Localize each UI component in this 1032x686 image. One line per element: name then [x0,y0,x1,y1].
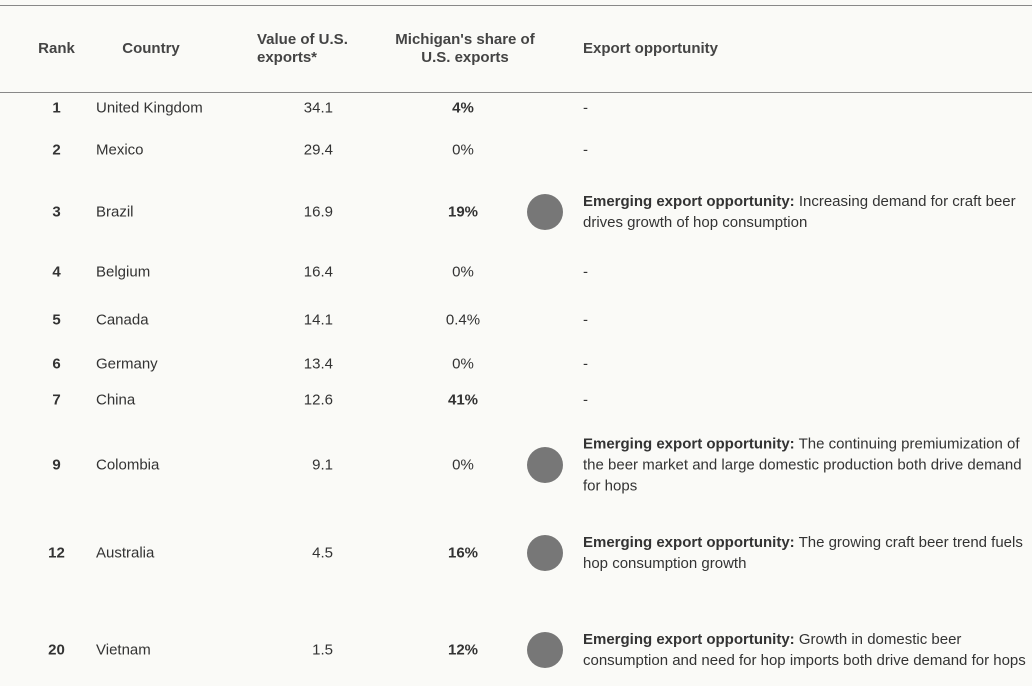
michigan-share: 0% [452,355,474,373]
rank: 6 [52,355,61,373]
rank: 9 [52,456,61,474]
opportunity-dot [527,632,563,668]
michigan-share: 0% [452,263,474,281]
country: Canada [96,311,149,329]
opportunity-label: Emerging export opportunity: [583,631,795,648]
michigan-share: 12% [447,641,479,659]
country: Mexico [96,141,144,159]
opportunity: Emerging export opportunity: Increasing … [583,191,1028,233]
export-value: 9.1 [312,456,333,474]
opportunity-text: Increasing demand for craft beer drives … [583,193,1016,231]
country: Germany [96,355,158,373]
opportunity-label: Emerging export opportunity: [583,534,795,551]
opportunity: - [583,311,588,329]
opportunity: Emerging export opportunity: The continu… [583,434,1028,497]
opportunity-text: The continuing premiumization of the bee… [583,435,1022,495]
opportunity-dot [527,194,563,230]
country: Brazil [96,203,134,221]
rank: 12 [48,544,65,562]
export-value: 16.9 [303,203,333,221]
michigan-share: 16% [447,544,479,562]
header-rule [0,92,1032,93]
header-cell: Rank [38,40,75,57]
opportunity: - [583,141,588,159]
header-cell: Country [122,40,180,57]
header-cell: Value of U.S. exports* [257,31,348,66]
opportunity: Emerging export opportunity: Growth in d… [583,629,1028,671]
country: United Kingdom [96,99,203,117]
opportunity: - [583,99,588,117]
rank: 3 [52,203,61,221]
opportunity: - [583,391,588,409]
export-value: 34.1 [303,99,333,117]
opportunity: Emerging export opportunity: The growing… [583,532,1028,574]
export-value: 4.5 [312,544,333,562]
country: Belgium [96,263,151,281]
top-rule [0,5,1032,6]
rank: 5 [52,311,61,329]
country: Colombia [96,456,160,474]
export-value: 14.1 [303,311,333,329]
country: Australia [96,544,155,562]
opportunity-dot [527,535,563,571]
opportunity-dot [527,447,563,483]
michigan-share: 0.4% [445,311,481,329]
header-cell: Export opportunity [583,40,718,57]
michigan-share: 4% [452,99,474,117]
opportunity: - [583,355,588,373]
michigan-share: 19% [447,203,479,221]
export-value: 29.4 [303,141,333,159]
rank: 7 [52,391,61,409]
opportunity-label: Emerging export opportunity: [583,435,795,453]
export-value: 13.4 [303,355,333,373]
rank: 1 [52,99,61,117]
opportunity-label: Emerging export opportunity: [583,193,795,210]
rank: 2 [52,141,61,159]
export-value: 16.4 [303,263,333,281]
michigan-share: 0% [452,456,474,474]
rank: 20 [48,641,65,659]
opportunity-text: The growing craft beer trend fuels hop c… [583,534,1023,572]
header-cell: Michigan's share of U.S. exports [395,31,535,66]
country: Vietnam [96,641,151,659]
opportunity-text: Growth in domestic beer consumption and … [583,631,1026,669]
michigan-share: 0% [452,141,474,159]
rank: 4 [52,263,61,281]
export-value: 12.6 [303,391,333,409]
opportunity: - [583,263,588,281]
export-value: 1.5 [312,641,333,659]
michigan-share: 41% [447,391,479,409]
country: China [96,391,136,409]
